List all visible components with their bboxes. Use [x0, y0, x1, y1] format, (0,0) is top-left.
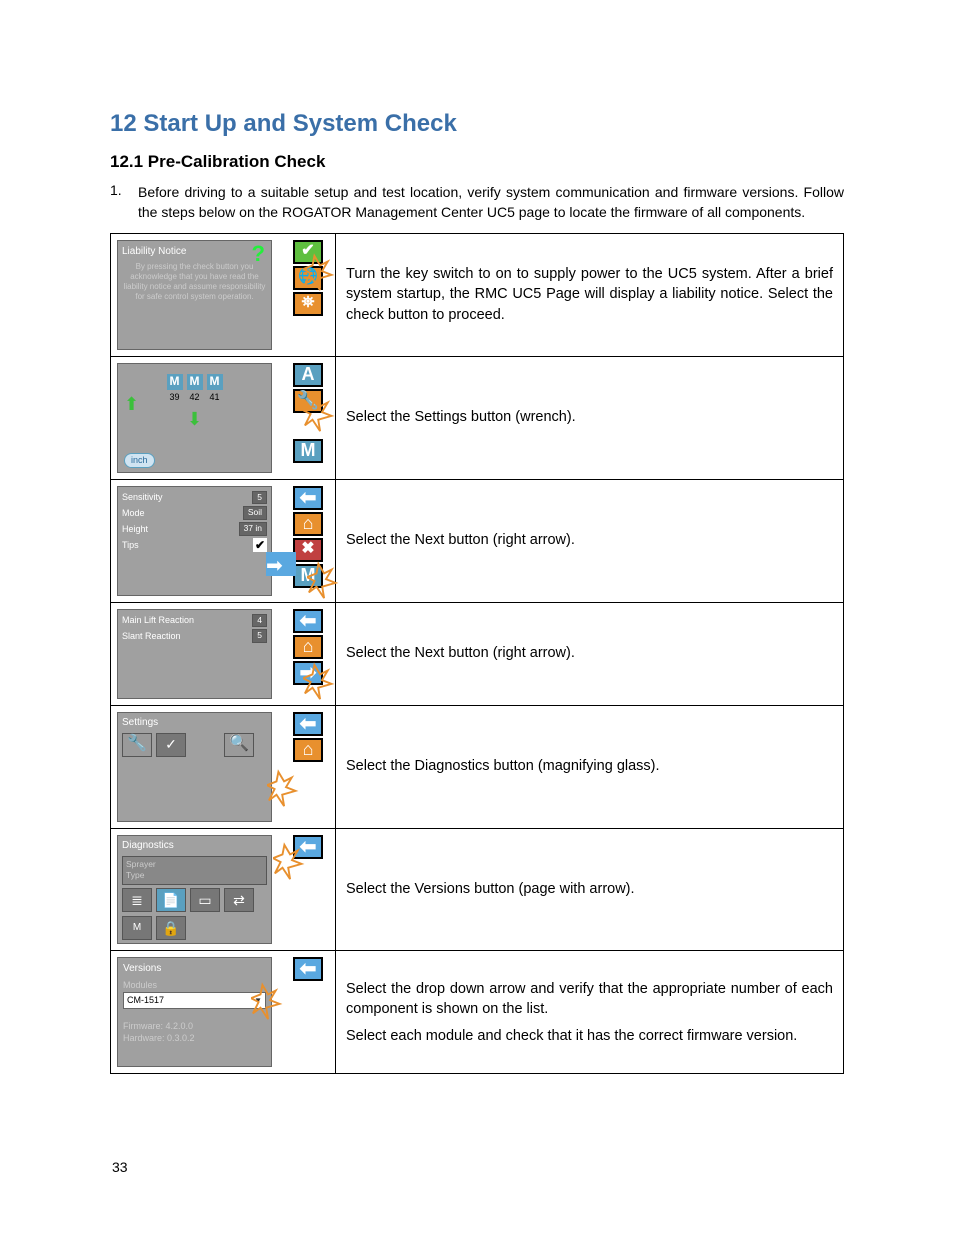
liability-body: By pressing the check button you acknowl… — [122, 262, 267, 302]
signal-cell[interactable]: ≣ — [122, 888, 152, 912]
pointer-icon — [307, 560, 345, 602]
a-button[interactable]: A — [293, 363, 323, 387]
main-lift-value: 4 — [252, 614, 267, 628]
step-5-text: Select the Diagnostics button (magnifyin… — [336, 705, 844, 828]
cm-value: CM-1517 — [127, 994, 164, 1007]
home-button[interactable]: ⌂ — [293, 635, 323, 659]
main-lift-label: Main Lift Reaction — [122, 614, 194, 627]
slant-value: 5 — [252, 629, 267, 643]
step-7-text: Select the drop down arrow and verify th… — [336, 951, 844, 1074]
step-3-image: Sensitivity5 ModeSoil Height37 in Tips✔ … — [111, 479, 336, 602]
height-value: 37 in — [239, 522, 267, 536]
mode-label: Mode — [122, 507, 145, 520]
pointer-icon — [251, 981, 289, 1023]
liability-title: Liability Notice — [122, 245, 267, 259]
pointer-icon — [303, 393, 341, 435]
step-7-text-1: Select the drop down arrow and verify th… — [346, 979, 833, 1020]
m-icon: M — [207, 374, 223, 390]
tips-checkbox[interactable]: ✔ — [253, 538, 267, 552]
back-button[interactable]: ⬅ — [293, 486, 323, 510]
back-button[interactable]: ⬅ — [293, 609, 323, 633]
page-cell[interactable]: 📄 — [156, 888, 186, 912]
num-41: 41 — [209, 391, 219, 404]
num-42: 42 — [189, 391, 199, 404]
versions-title: Versions — [123, 962, 266, 976]
pointer-icon — [267, 768, 305, 810]
next-button[interactable]: ➡ — [266, 552, 296, 576]
firmware-label: Firmware: 4.2.0.0 — [123, 1020, 266, 1033]
wrench-cell[interactable]: 🔧 — [122, 733, 152, 757]
lock-cell[interactable]: 🔒 — [156, 916, 186, 940]
step-1-text: Turn the key switch to on to supply powe… — [336, 233, 844, 356]
type-label: Type — [126, 870, 144, 880]
slant-label: Slant Reaction — [122, 630, 181, 643]
height-label: Height — [122, 523, 148, 536]
intro-text: Before driving to a suitable setup and t… — [138, 182, 844, 223]
pointer-icon — [273, 841, 311, 883]
diagnostics-title: Diagnostics — [122, 839, 267, 853]
help-icon: ? — [252, 239, 265, 270]
step-7-image: Versions Modules CM-1517 ▼ Firmware: 4.2… — [111, 951, 336, 1074]
step-2-image: ⬆ M39 M42 M41 ⬇ inch A 🔧 M — [111, 356, 336, 479]
home-button[interactable]: ⌂ — [293, 512, 323, 536]
pointer-icon — [303, 661, 341, 703]
module-dropdown[interactable]: CM-1517 ▼ — [123, 992, 266, 1009]
intro-number: 1. — [110, 182, 124, 223]
step-3-text: Select the Next button (right arrow). — [336, 479, 844, 602]
check-cell[interactable]: ✓ — [156, 733, 186, 757]
mode-value: Soil — [243, 506, 267, 520]
step-6-text: Select the Versions button (page with ar… — [336, 828, 844, 951]
back-button[interactable]: ⬅ — [293, 712, 323, 736]
down-arrow-icon: ⬇ — [187, 409, 202, 429]
num-39: 39 — [169, 391, 179, 404]
up-arrow-icon: ⬆ — [124, 392, 139, 417]
m-icon: M — [187, 374, 203, 390]
step-6-image: Diagnostics SprayerType ≣ 📄 ▭ ⇄ M 🔒 ⬅ — [111, 828, 336, 951]
m-button[interactable]: M — [293, 439, 323, 463]
boom-cell[interactable]: ⇄ — [224, 888, 254, 912]
page-number: 33 — [112, 1159, 128, 1175]
modules-label: Modules — [123, 979, 266, 992]
sensitivity-value: 5 — [252, 491, 267, 505]
cancel-button[interactable]: ✖ — [293, 538, 323, 562]
person-icon[interactable]: ⛯ — [293, 292, 323, 316]
m-cell[interactable]: M — [122, 916, 152, 940]
m-icon: M — [167, 374, 183, 390]
settings-title: Settings — [122, 716, 267, 730]
step-7-text-2: Select each module and check that it has… — [346, 1026, 833, 1046]
step-4-image: Main Lift Reaction4 Slant Reaction5 ⬅ ⌂ … — [111, 602, 336, 705]
steps-table: Liability Notice ? By pressing the check… — [110, 233, 844, 1075]
back-button[interactable]: ⬅ — [293, 957, 323, 981]
sensitivity-label: Sensitivity — [122, 491, 163, 504]
intro-row: 1. Before driving to a suitable setup an… — [110, 182, 844, 223]
home-button[interactable]: ⌂ — [293, 738, 323, 762]
heading-2: 12.1 Pre-Calibration Check — [110, 152, 844, 172]
magnify-cell[interactable]: 🔍 — [224, 733, 254, 757]
tips-label: Tips — [122, 539, 139, 552]
step-4-text: Select the Next button (right arrow). — [336, 602, 844, 705]
heading-1: 12 Start Up and System Check — [110, 110, 844, 138]
step-2-text: Select the Settings button (wrench). — [336, 356, 844, 479]
hardware-label: Hardware: 0.3.0.2 — [123, 1032, 266, 1045]
pointer-icon — [303, 252, 341, 294]
step-1-image: Liability Notice ? By pressing the check… — [111, 233, 336, 356]
inch-pill: inch — [124, 453, 155, 468]
split-cell[interactable]: ▭ — [190, 888, 220, 912]
step-5-image: Settings 🔧 ✓ 🔍 ⬅ ⌂ — [111, 705, 336, 828]
sprayer-label: Sprayer — [126, 859, 156, 869]
